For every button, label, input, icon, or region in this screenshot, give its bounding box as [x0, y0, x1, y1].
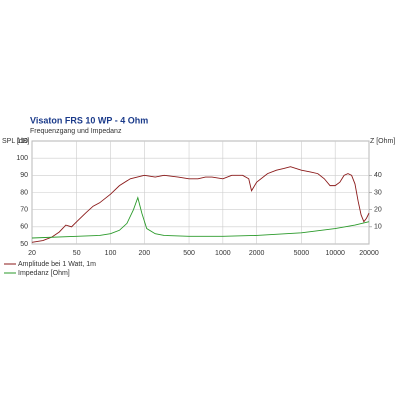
y-axis-label: SPL [dB]	[2, 138, 29, 145]
y2-tick-label: 20	[374, 207, 382, 214]
legend-label: Impedanz [Ohm]	[18, 270, 70, 277]
chart-title: Visaton FRS 10 WP - 4 Ohm	[30, 115, 148, 125]
y2-tick-label: 40	[374, 172, 382, 179]
x-tick-label: 5000	[294, 250, 310, 257]
x-tick-label: 20	[28, 250, 36, 257]
x-tick-label: 1000	[215, 250, 231, 257]
y-tick-label: 110	[17, 138, 28, 145]
y2-axis-label: Z [Ohm]	[370, 138, 395, 145]
x-tick-label: 20000	[359, 250, 379, 257]
y-tick-label: 60	[20, 224, 28, 231]
legend-label: Amplitude bei 1 Watt, 1m	[18, 261, 96, 268]
x-tick-label: 2000	[249, 250, 265, 257]
series-line	[31, 166, 370, 243]
chart-subtitle: Frequenzgang und Impedanz	[30, 128, 122, 135]
x-tick-label: 100	[105, 250, 117, 257]
y-tick-label: 100	[16, 155, 28, 162]
x-tick-label: 50	[73, 250, 81, 257]
y2-tick-label: 10	[374, 224, 382, 231]
y-tick-label: 90	[20, 172, 28, 179]
x-tick-label: 10000	[325, 250, 345, 257]
x-tick-label: 200	[138, 250, 150, 257]
y-tick-label: 70	[20, 207, 28, 214]
y-tick-label: 50	[20, 241, 28, 248]
y-tick-label: 80	[20, 189, 28, 196]
x-tick-label: 500	[183, 250, 195, 257]
series-line	[31, 196, 370, 239]
y2-tick-label: 30	[374, 189, 382, 196]
